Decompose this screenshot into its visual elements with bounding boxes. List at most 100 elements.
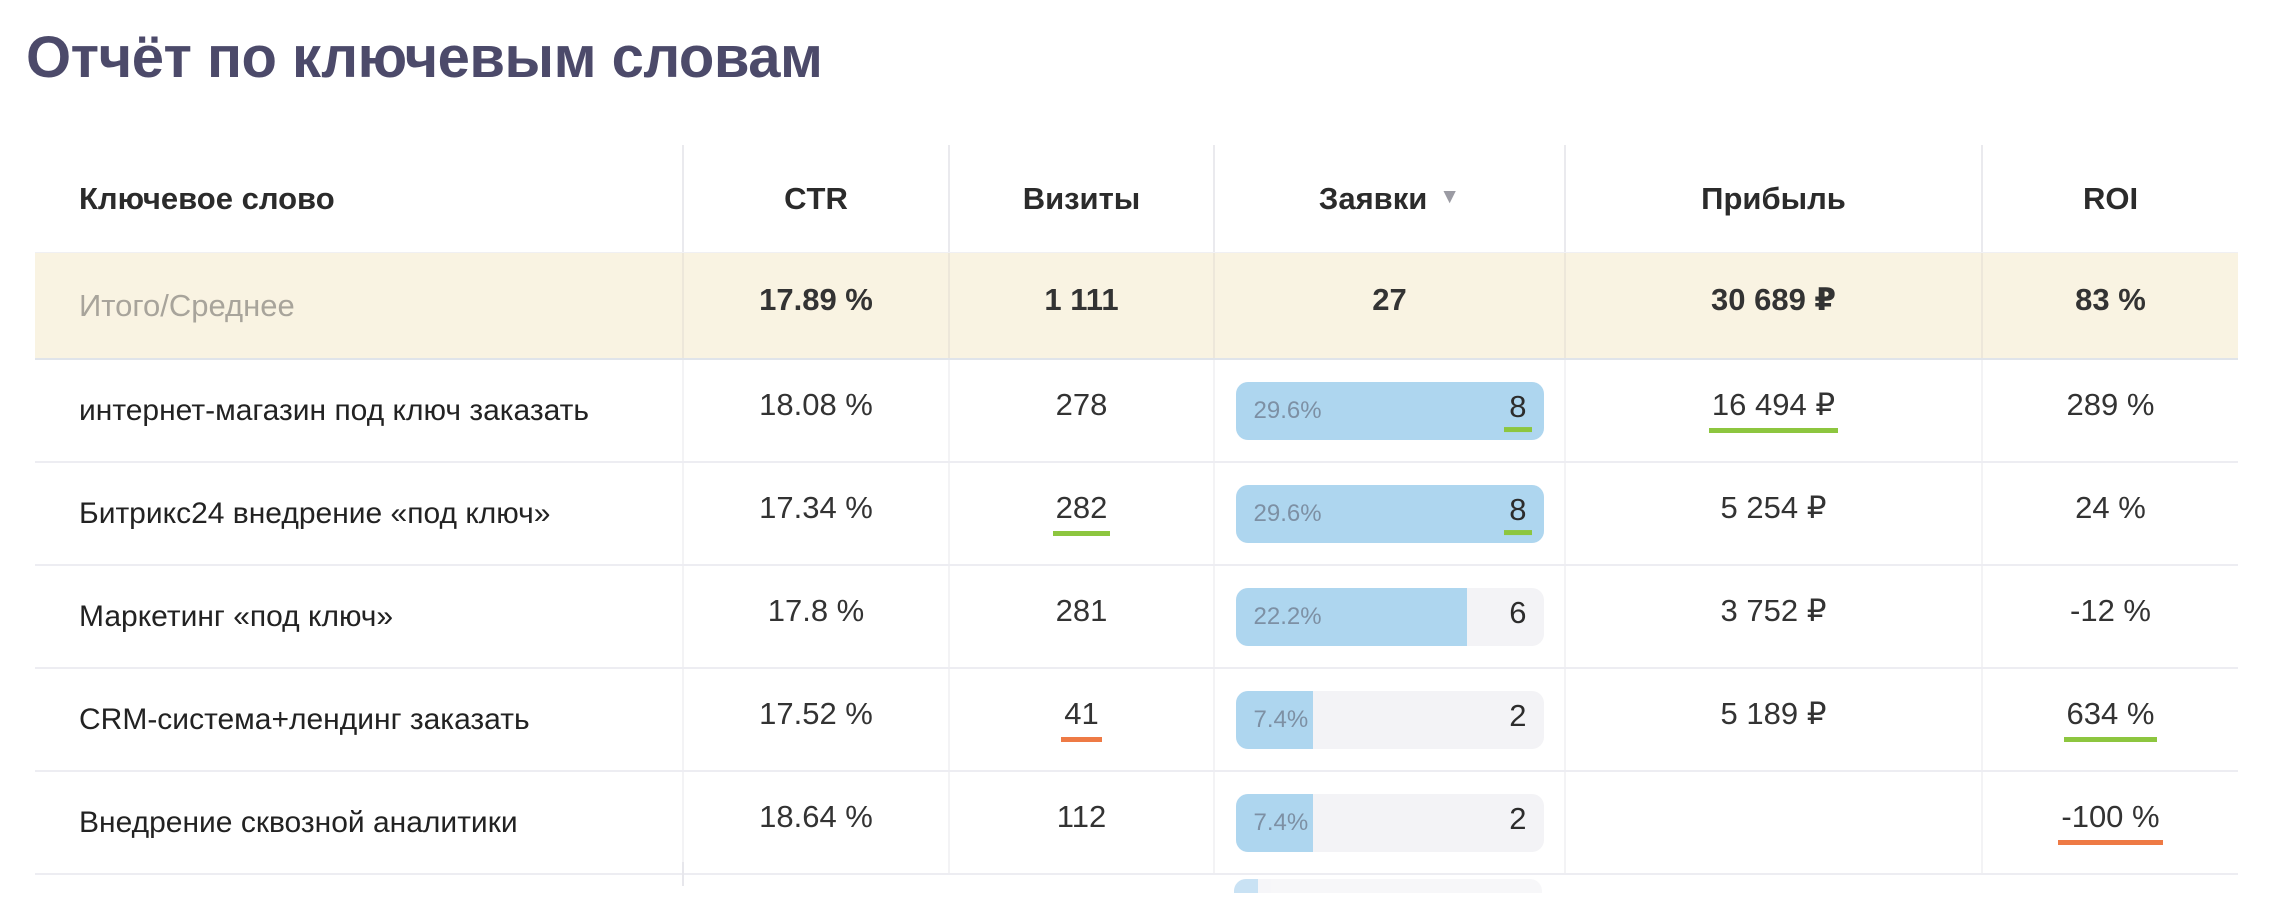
keyword-cell: Битрикс24 внедрение «под ключ»	[35, 463, 682, 564]
partial-next-row-bar-fill	[1234, 879, 1258, 893]
leads-cell: 7.4% 2	[1213, 669, 1564, 770]
header-label-profit: Прибыль	[1701, 180, 1846, 216]
ctr-cell: 18.64 %	[682, 772, 948, 873]
profit-cell: 5 254 ₽	[1564, 463, 1981, 564]
profit-value: 3 752 ₽	[1720, 592, 1827, 628]
visits-value: 112	[1056, 798, 1107, 834]
keyword-cell: Маркетинг «под ключ»	[35, 566, 682, 667]
leads-share-bar: 29.6% 8	[1235, 484, 1544, 543]
profit-cell: 5 189 ₽	[1564, 669, 1981, 770]
header-cell-ctr[interactable]: CTR	[682, 145, 948, 252]
keyword-text: CRM-система+лендинг заказать	[79, 702, 530, 736]
summary-roi-value: 83 %	[2075, 281, 2146, 317]
visits-cell: 281	[948, 566, 1213, 667]
ctr-cell: 18.08 %	[682, 360, 948, 461]
summary-visits-value: 1 111	[1044, 281, 1119, 317]
summary-leads-value: 27	[1372, 281, 1407, 317]
leads-share-bar: 7.4% 2	[1235, 690, 1544, 749]
header-cell-roi[interactable]: ROI	[1981, 145, 2238, 252]
sort-desc-icon: ▼	[1439, 185, 1461, 208]
profit-value: 5 254 ₽	[1720, 489, 1827, 525]
table-row[interactable]: Внедрение сквозной аналитики 18.64 % 112…	[35, 770, 2238, 873]
summary-ctr-value: 17.89 %	[759, 281, 873, 317]
visits-cell: 41	[948, 669, 1213, 770]
table-row[interactable]: интернет-магазин под ключ заказать 18.08…	[35, 358, 2238, 461]
keyword-text: интернет-магазин под ключ заказать	[79, 393, 590, 427]
leads-count: 6	[1509, 594, 1527, 630]
ctr-value: 18.08 %	[759, 386, 873, 422]
header-cell-leads[interactable]: Заявки ▼	[1213, 145, 1564, 252]
keyword-cell: CRM-система+лендинг заказать	[35, 669, 682, 770]
ctr-value: 17.52 %	[759, 695, 873, 731]
leads-share-percent: 22.2%	[1253, 602, 1322, 630]
leads-share-percent: 7.4%	[1253, 808, 1309, 836]
table-row[interactable]: CRM-система+лендинг заказать 17.52 % 41 …	[35, 667, 2238, 770]
keyword-text: Битрикс24 внедрение «под ключ»	[79, 496, 551, 530]
profit-cell	[1564, 772, 1981, 873]
roi-cell: 24 %	[1981, 463, 2238, 564]
summary-label: Итого/Среднее	[79, 287, 295, 323]
header-label-leads: Заявки	[1318, 180, 1428, 216]
profit-value: 5 189 ₽	[1720, 695, 1827, 731]
summary-roi-cell: 83 %	[1981, 253, 2238, 358]
keyword-cell: Внедрение сквозной аналитики	[35, 772, 682, 873]
roi-cell: -100 %	[1981, 772, 2238, 873]
roi-value: 289 %	[2066, 386, 2155, 422]
ctr-value: 17.34 %	[759, 489, 873, 525]
leads-share-fill	[1235, 793, 1313, 852]
keywords-table: Ключевое слово CTR Визиты Заявки ▼ Прибы…	[35, 145, 2238, 893]
ctr-cell: 17.34 %	[682, 463, 948, 564]
header-label-ctr: CTR	[784, 180, 848, 216]
ctr-value: 17.8 %	[767, 592, 865, 628]
leads-share-percent: 29.6%	[1253, 499, 1322, 527]
roi-value: -100 %	[2058, 799, 2163, 846]
header-cell-keyword[interactable]: Ключевое слово	[35, 145, 682, 252]
leads-share-fill	[1235, 381, 1544, 440]
leads-share-bar: 22.2% 6	[1235, 587, 1544, 646]
column-divider-stub	[682, 862, 684, 886]
table-row[interactable]: Битрикс24 внедрение «под ключ» 17.34 % 2…	[35, 461, 2238, 564]
leads-cell: 22.2% 6	[1213, 566, 1564, 667]
leads-share-percent: 7.4%	[1253, 705, 1309, 733]
summary-label-cell: Итого/Среднее	[35, 253, 682, 358]
keyword-text: Маркетинг «под ключ»	[79, 599, 394, 633]
leads-count: 2	[1509, 697, 1527, 733]
leads-share-fill	[1235, 587, 1467, 646]
profit-cell: 3 752 ₽	[1564, 566, 1981, 667]
leads-count: 8	[1504, 493, 1532, 536]
leads-cell: 29.6% 8	[1213, 360, 1564, 461]
table-body: интернет-магазин под ключ заказать 18.08…	[35, 358, 2238, 875]
visits-value: 278	[1055, 386, 1108, 422]
leads-share-fill	[1235, 484, 1544, 543]
leads-cell: 7.4% 2	[1213, 772, 1564, 873]
roi-cell: -12 %	[1981, 566, 2238, 667]
summary-row: Итого/Среднее 17.89 % 1 111 27 30 689 ₽ …	[35, 252, 2238, 358]
header-cell-profit[interactable]: Прибыль	[1564, 145, 1981, 252]
header-label-keyword: Ключевое слово	[79, 180, 335, 216]
profit-cell: 16 494 ₽	[1564, 360, 1981, 461]
visits-value: 282	[1052, 490, 1111, 537]
visits-value: 41	[1061, 696, 1102, 743]
ctr-cell: 17.8 %	[682, 566, 948, 667]
visits-cell: 278	[948, 360, 1213, 461]
header-label-visits: Визиты	[1022, 180, 1141, 216]
keyword-text: Внедрение сквозной аналитики	[79, 805, 518, 839]
leads-count: 2	[1509, 800, 1527, 836]
ctr-cell: 17.52 %	[682, 669, 948, 770]
profit-value: 16 494 ₽	[1708, 387, 1839, 434]
table-row[interactable]: Маркетинг «под ключ» 17.8 % 281 22.2% 6 …	[35, 564, 2238, 667]
leads-share-bar: 7.4% 2	[1235, 793, 1544, 852]
roi-value: 24 %	[2075, 489, 2146, 525]
header-cell-visits[interactable]: Визиты	[948, 145, 1213, 252]
leads-share-percent: 29.6%	[1253, 396, 1322, 424]
summary-profit-cell: 30 689 ₽	[1564, 253, 1981, 358]
keyword-cell: интернет-магазин под ключ заказать	[35, 360, 682, 461]
header-label-roi: ROI	[2082, 180, 2139, 216]
leads-share-bar: 29.6% 8	[1235, 381, 1544, 440]
ctr-value: 18.64 %	[759, 798, 873, 834]
summary-visits-cell: 1 111	[948, 253, 1213, 358]
leads-count: 8	[1504, 390, 1532, 433]
leads-share-fill	[1235, 690, 1313, 749]
page-title: Отчёт по ключевым словам	[26, 25, 823, 90]
